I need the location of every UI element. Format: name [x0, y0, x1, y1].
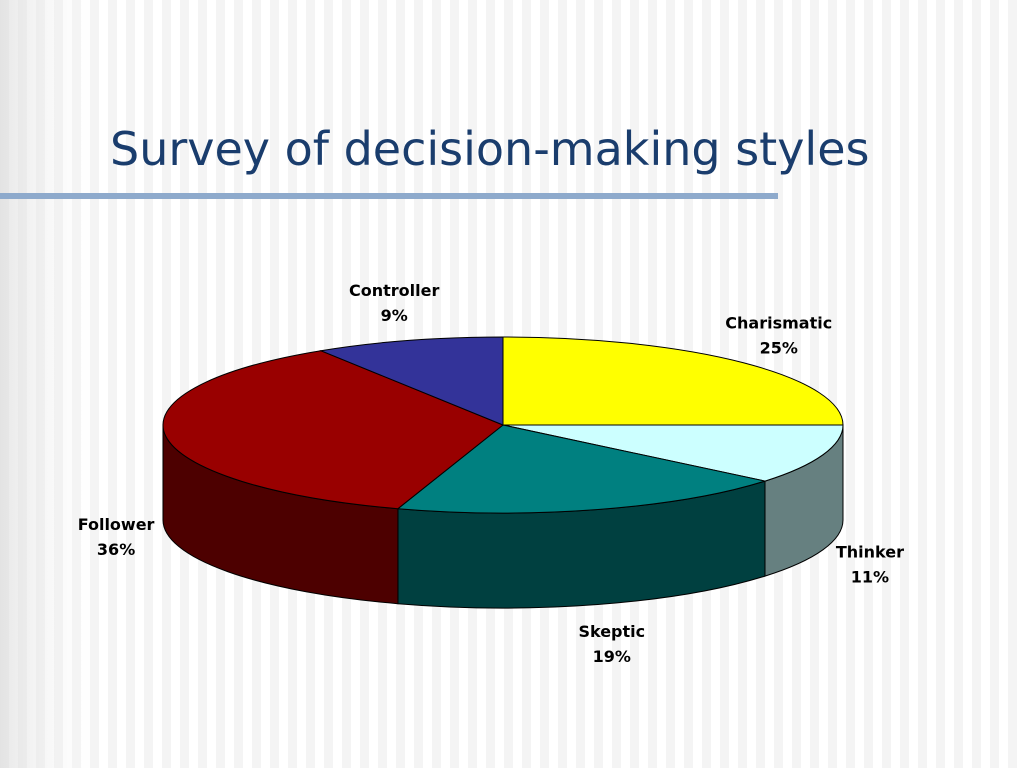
pie-labels: Charismatic 25% Thinker 11% Skeptic 19% Follow… — [78, 281, 904, 666]
slice-value-label: 9% — [381, 306, 408, 325]
slice-label: Charismatic — [725, 313, 832, 332]
chart-title: Survey of decision-making styles — [110, 122, 869, 176]
slice-label: Follower — [78, 515, 155, 534]
slice-label: Controller — [349, 281, 439, 300]
slice-label: Thinker — [836, 542, 904, 561]
pie-sides — [162, 424, 844, 609]
slice-value-label: 36% — [97, 540, 135, 559]
slice-label: Skeptic — [578, 622, 645, 641]
slice — [162, 350, 504, 510]
slice — [502, 336, 844, 426]
slice-value-label: 25% — [760, 338, 798, 357]
stripe-fade — [0, 0, 110, 768]
slice — [502, 424, 844, 482]
slice — [318, 336, 504, 426]
pie-tops — [162, 336, 844, 514]
slice — [396, 424, 767, 514]
slice-value-label: 19% — [593, 647, 631, 666]
title-rule — [0, 193, 778, 199]
slice-value-label: 11% — [851, 567, 889, 586]
